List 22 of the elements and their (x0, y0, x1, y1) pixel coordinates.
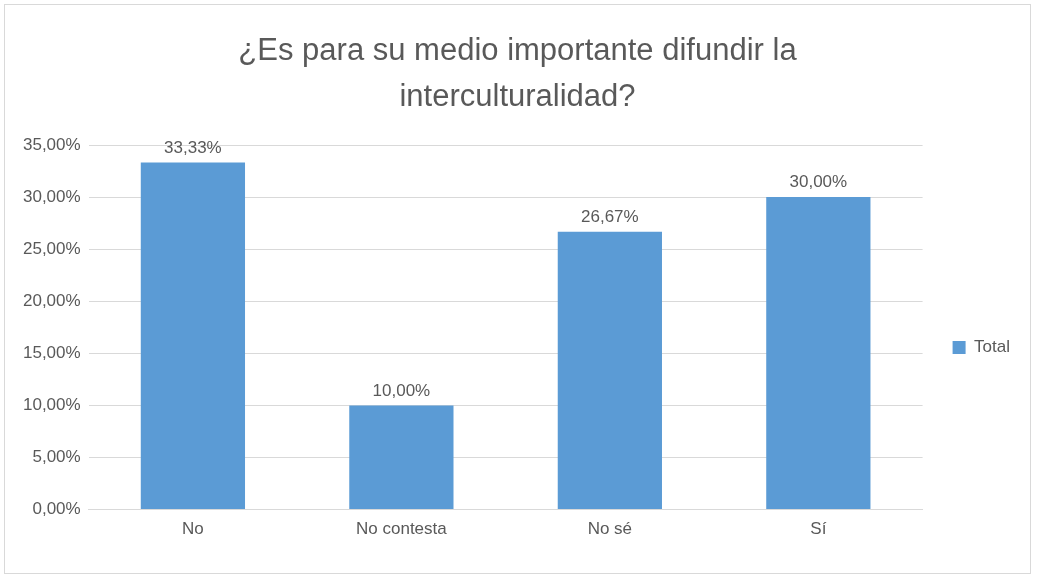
bar (557, 231, 662, 510)
y-tick-label: 35,00% (22, 134, 81, 154)
y-tick-label: 15,00% (22, 343, 81, 363)
x-tick-label: Sí (810, 519, 827, 539)
x-tick-label: No contesta (356, 519, 448, 539)
chart-title: ¿Es para su medio importante difundir la interculturalidad? (237, 31, 798, 115)
bar (140, 162, 246, 510)
y-tick-label: 25,00% (22, 238, 81, 258)
data-label: 33,33% (164, 137, 222, 157)
y-tick-label: 0,00% (32, 499, 81, 519)
data-label: 30,00% (789, 172, 848, 192)
data-label: 26,67% (581, 206, 639, 226)
data-label: 10,00% (372, 380, 431, 400)
legend-label: Total (974, 337, 1011, 357)
bar (766, 197, 871, 510)
y-tick-label: 5,00% (32, 447, 81, 467)
y-tick-label: 30,00% (22, 186, 81, 206)
y-tick-label: 10,00% (22, 395, 81, 415)
x-tick-label: No (182, 519, 204, 539)
bar (349, 405, 454, 510)
y-tick-label: 20,00% (22, 290, 81, 310)
x-tick-label: No sé (587, 519, 633, 539)
